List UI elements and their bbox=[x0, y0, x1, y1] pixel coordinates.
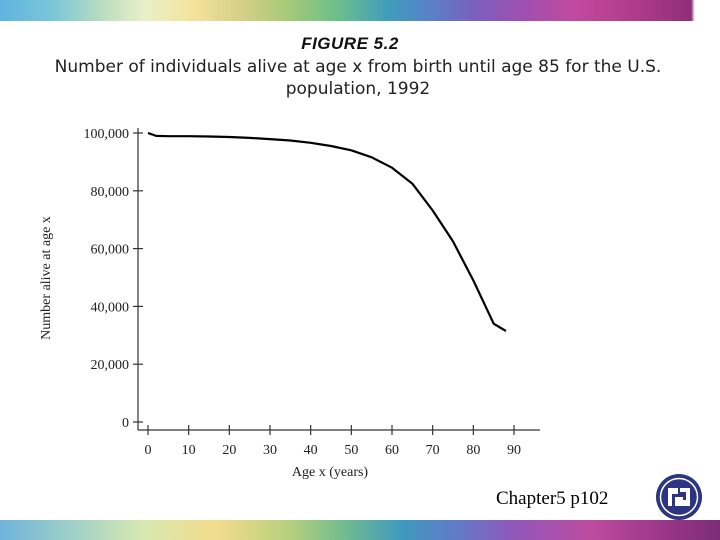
x-tick-label: 0 bbox=[145, 443, 152, 458]
x-axis-label: Age x (years) bbox=[292, 465, 369, 480]
y-tick-label: 0 bbox=[122, 416, 129, 431]
bottom-color-band bbox=[0, 520, 720, 540]
survivorship-curve bbox=[147, 131, 507, 332]
x-tick-label: 90 bbox=[507, 443, 521, 458]
x-tick-label: 10 bbox=[182, 443, 196, 458]
top-color-band bbox=[0, 0, 720, 21]
x-tick-label: 20 bbox=[222, 443, 236, 458]
y-tick-label: 20,000 bbox=[91, 358, 130, 373]
x-tick-label: 40 bbox=[304, 443, 318, 458]
y-tick-label: 40,000 bbox=[91, 300, 130, 315]
chapter-footer: Chapter5 p102 bbox=[496, 488, 609, 509]
x-tick-label: 60 bbox=[385, 443, 399, 458]
y-tick-label: 60,000 bbox=[91, 243, 130, 258]
x-tick-label: 80 bbox=[466, 443, 480, 458]
x-tick-label: 30 bbox=[263, 443, 277, 458]
publisher-logo-icon bbox=[656, 474, 702, 520]
y-axis-ticks: 0 20,000 40,000 60,000 80,000 100,000 bbox=[84, 127, 143, 431]
x-tick-label: 50 bbox=[344, 443, 358, 458]
x-tick-label: 70 bbox=[426, 443, 440, 458]
y-tick-label: 100,000 bbox=[84, 127, 130, 142]
y-tick-label: 80,000 bbox=[91, 185, 130, 200]
x-axis-ticks: 0 10 20 30 40 50 60 70 80 90 bbox=[145, 425, 521, 458]
figure-title-area: FIGURE 5.2 Number of individuals alive a… bbox=[0, 34, 720, 100]
figure-label: FIGURE 5.2 bbox=[301, 34, 399, 53]
y-axis-label: Number alive at age x bbox=[39, 216, 54, 340]
figure-caption: Number of individuals alive at age x fro… bbox=[54, 57, 662, 99]
